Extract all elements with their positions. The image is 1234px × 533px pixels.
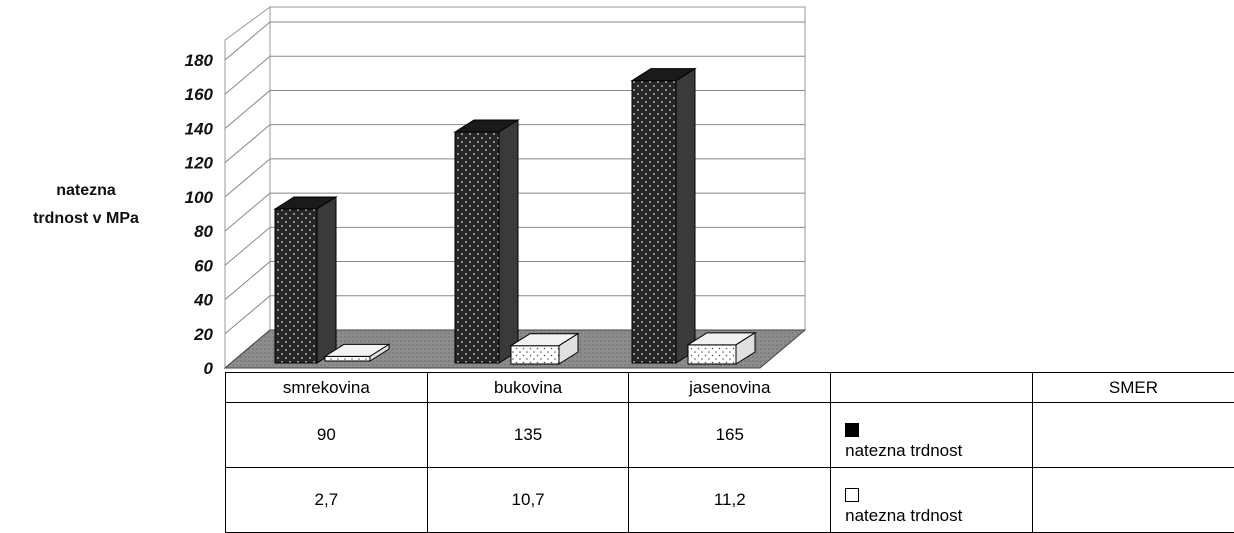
y-tick-label: 0 xyxy=(204,359,214,375)
bar-series1-front xyxy=(455,132,499,363)
bar-series2-front xyxy=(511,346,559,364)
legend-label: natezna trdnost xyxy=(845,506,962,525)
bar-series1-side xyxy=(317,197,336,363)
category-header: jasenovina xyxy=(629,373,831,403)
y-tick-labels: 0 20 40 60 80 100 120 140 160 180 xyxy=(185,51,214,375)
y-tick-label: 60 xyxy=(194,256,213,275)
y-tick-label: 120 xyxy=(185,154,214,173)
table-cell: 90 xyxy=(226,403,428,468)
bar-series1 xyxy=(275,197,336,363)
legend-entry: natezna trdnost xyxy=(831,403,1033,468)
legend-swatch-empty xyxy=(845,488,859,502)
y-tick-label: 140 xyxy=(185,119,214,138)
y-axis-label: natezna trdnost v MPa xyxy=(33,182,139,227)
bar-series1 xyxy=(455,120,518,363)
legend-swatch-filled xyxy=(845,423,859,437)
table-row: 90 135 165 natezna trdnost xyxy=(226,403,1234,468)
bar-chart: 0 20 40 60 80 100 120 140 160 180 natezna trdnost… xyxy=(0,0,1234,375)
table-cell-empty xyxy=(1032,403,1234,468)
y-tick-label: 160 xyxy=(185,85,214,104)
bar-series1-side xyxy=(676,69,695,363)
table-row: 2,7 10,7 11,2 natezna trdnost xyxy=(226,468,1234,533)
table-cell: 135 xyxy=(427,403,629,468)
legend-entry: natezna trdnost xyxy=(831,468,1033,533)
table-cell: 11,2 xyxy=(629,468,831,533)
table-cell: 10,7 xyxy=(427,468,629,533)
table-cell-empty xyxy=(1032,468,1234,533)
y-tick-label: 100 xyxy=(185,188,214,207)
y-tick-label: 180 xyxy=(185,51,214,70)
table-header-row: smrekovina bukovina jasenovina SMER xyxy=(226,373,1234,403)
table-cell: 165 xyxy=(629,403,831,468)
y-tick-label: 20 xyxy=(193,325,213,344)
bar-series2-front xyxy=(688,345,736,364)
y-tick-label: 40 xyxy=(193,291,213,310)
y-axis-label-line-2: trdnost v MPa xyxy=(33,210,139,227)
legend-label: natezna trdnost xyxy=(845,441,962,460)
y-axis-label-line-1: natezna xyxy=(56,182,116,199)
side-wall xyxy=(225,7,270,368)
bar-series1-side xyxy=(499,120,518,363)
bar-series2-front xyxy=(325,356,370,361)
bar-series1-front xyxy=(632,81,676,363)
bar-series1 xyxy=(632,69,695,363)
back-wall xyxy=(270,7,805,330)
smer-header: SMER xyxy=(1032,373,1234,403)
bar-series1-front xyxy=(275,209,317,363)
y-tick-label: 80 xyxy=(194,222,213,241)
data-table: smrekovina bukovina jasenovina SMER 90 1… xyxy=(225,372,1234,533)
category-header: smrekovina xyxy=(226,373,428,403)
category-header: bukovina xyxy=(427,373,629,403)
legend-header-cell xyxy=(831,373,1033,403)
table-cell: 2,7 xyxy=(226,468,428,533)
